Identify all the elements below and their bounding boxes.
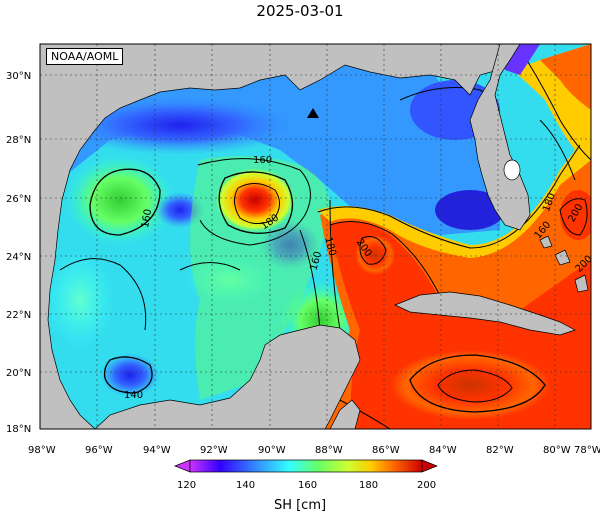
lon-label: 90°W (258, 445, 286, 456)
colorbar-tick: 200 (417, 480, 436, 491)
colorbar-label: SH [cm] (273, 498, 327, 513)
contour-lines (59, 61, 591, 429)
map-title: 2025-03-01 (256, 2, 344, 20)
lon-label: 84°W (429, 445, 457, 456)
colorbar-min-arrow (174, 459, 191, 473)
lat-label: 18°N (6, 424, 31, 435)
contour-label: 140 (124, 390, 143, 401)
lon-label: 80°W (543, 445, 571, 456)
grid-lines (40, 44, 591, 429)
lat-label: 28°N (6, 135, 31, 146)
colorbar-max-arrow (421, 459, 438, 473)
lat-label: 30°N (6, 71, 31, 82)
lon-label: 88°W (315, 445, 343, 456)
lon-label: 96°W (85, 445, 113, 456)
credit-label: NOAA/AOML (46, 48, 124, 65)
lon-label: 92°W (200, 445, 228, 456)
contour-label: 160 (253, 155, 272, 166)
map-field: 160 160 180 180 200 160 160 180 200 140 … (40, 44, 591, 429)
lat-label: 20°N (6, 368, 31, 379)
lon-label: 86°W (372, 445, 400, 456)
colorbar: 120 140 160 180 200 (174, 459, 438, 491)
lat-label: 24°N (6, 252, 31, 263)
lon-label: 78°W (574, 445, 600, 456)
lat-label: 22°N (6, 310, 31, 321)
buoy-triangle-marker (307, 108, 319, 118)
contour-label: 160 (140, 208, 154, 229)
latitude-labels: 30°N 28°N 26°N 24°N 22°N 20°N 18°N (6, 71, 31, 435)
colorbar-tick: 180 (359, 480, 378, 491)
lake-okeechobee (503, 159, 521, 181)
land (40, 44, 589, 429)
colorbar-scale (189, 459, 423, 473)
lon-label: 82°W (486, 445, 514, 456)
lat-label: 26°N (6, 194, 31, 205)
contour-label: 180 (322, 236, 338, 257)
lon-label: 98°W (28, 445, 56, 456)
contour-label: 160 (309, 250, 325, 271)
colorbar-tick: 120 (177, 480, 196, 491)
map-frame (39, 43, 592, 430)
colorbar-tick: 160 (298, 480, 317, 491)
colorbar-tick: 140 (236, 480, 255, 491)
longitude-labels: 98°W 96°W 94°W 92°W 90°W 88°W 86°W 84°W … (28, 445, 600, 456)
lon-label: 94°W (143, 445, 171, 456)
